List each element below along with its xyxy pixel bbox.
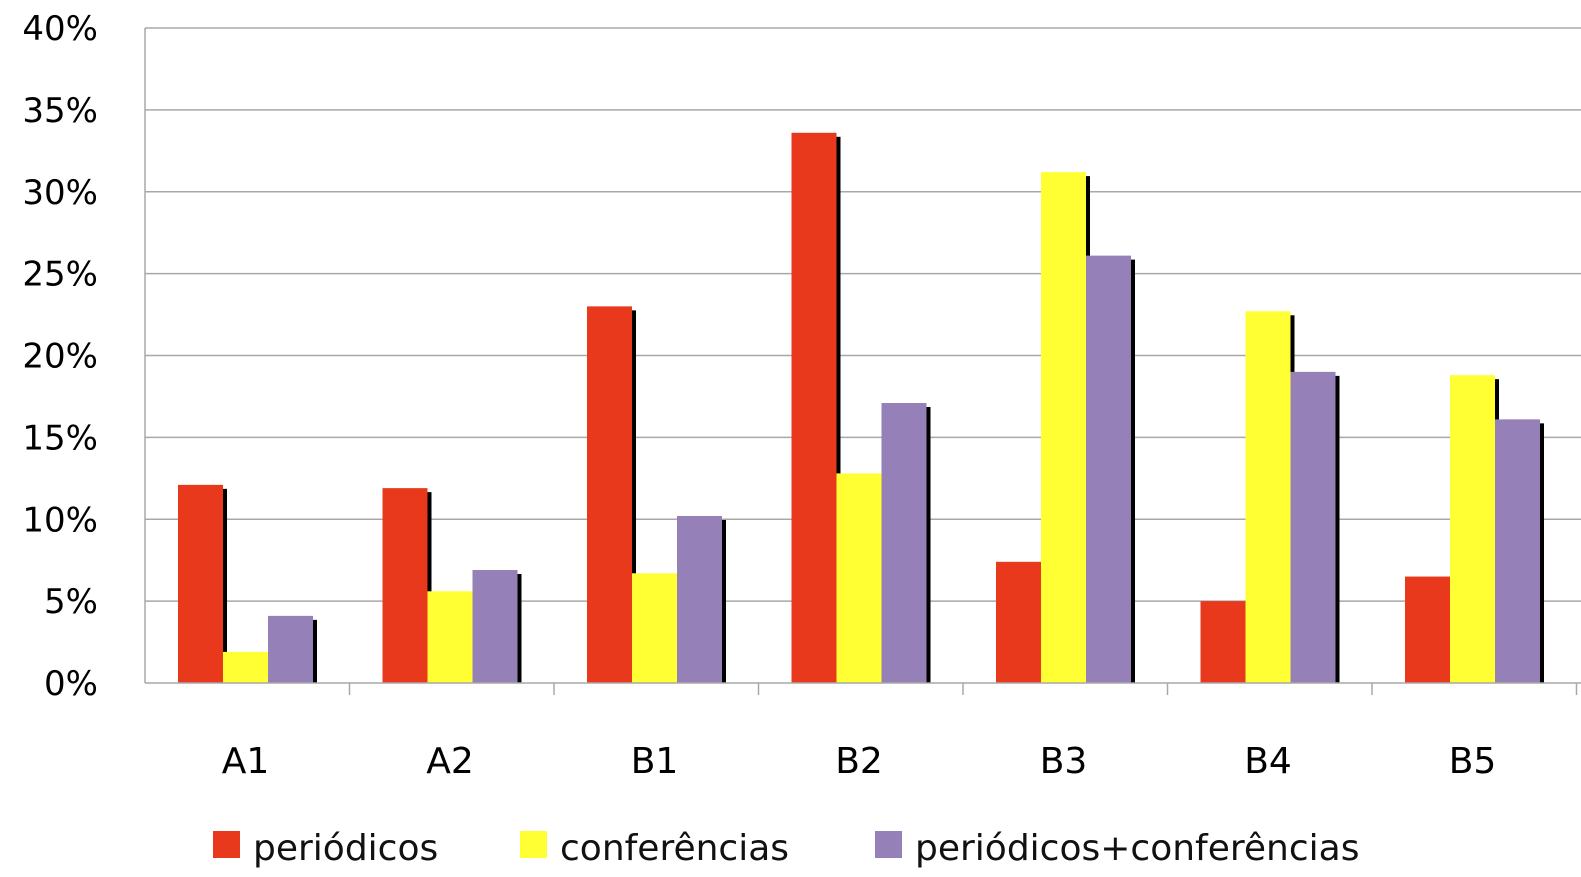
bar xyxy=(1450,375,1495,683)
bar xyxy=(1495,419,1540,683)
x-category-label: B4 xyxy=(1244,741,1292,782)
x-category-label: B1 xyxy=(631,741,679,782)
bar xyxy=(427,591,473,683)
y-tick-label: 20% xyxy=(22,337,98,377)
legend-swatch xyxy=(213,831,240,858)
bar xyxy=(791,132,837,684)
bar xyxy=(1200,601,1246,683)
bar xyxy=(587,306,632,683)
y-tick-label: 25% xyxy=(22,255,98,295)
bar xyxy=(178,484,223,683)
bar xyxy=(1290,371,1336,683)
x-category-label: A2 xyxy=(426,741,474,782)
legend-label: periódicos xyxy=(253,828,438,869)
x-axis-category-labels: A1 A2 B1 B2 B3 B4 B5 xyxy=(222,741,1497,782)
y-tick-label: 0% xyxy=(44,664,98,704)
x-category-label: A1 xyxy=(222,741,270,782)
bar xyxy=(472,570,518,683)
y-tick-label: 40% xyxy=(22,9,98,49)
legend-swatch xyxy=(875,831,902,858)
y-tick-label: 5% xyxy=(44,582,98,622)
x-category-label: B3 xyxy=(1040,741,1088,782)
bar xyxy=(382,488,428,683)
bar xyxy=(881,402,927,683)
bars xyxy=(178,132,1544,684)
bar xyxy=(677,515,722,683)
y-axis-tick-labels: 0% 5% 10% 15% 20% 25% 30% 35% 40% xyxy=(22,9,98,704)
legend: periódicos conferências periódicos+conferê… xyxy=(213,828,1359,869)
y-tick-label: 10% xyxy=(22,500,98,540)
legend-swatch xyxy=(520,831,547,858)
bar xyxy=(268,615,313,683)
legend-label: conferências xyxy=(560,828,789,869)
bar xyxy=(996,561,1041,683)
bar xyxy=(223,651,268,683)
bar xyxy=(1405,576,1450,683)
bar xyxy=(836,473,882,683)
y-tick-label: 15% xyxy=(22,418,98,458)
x-category-label: B2 xyxy=(835,741,883,782)
y-tick-label: 30% xyxy=(22,173,98,213)
y-tick-label: 35% xyxy=(22,91,98,131)
x-category-label: B5 xyxy=(1449,741,1497,782)
bar xyxy=(632,573,677,683)
x-axis xyxy=(144,28,1581,695)
legend-label: periódicos+conferências xyxy=(915,828,1359,869)
bar xyxy=(1041,172,1086,683)
bar xyxy=(1245,311,1291,683)
bar xyxy=(1086,255,1131,684)
